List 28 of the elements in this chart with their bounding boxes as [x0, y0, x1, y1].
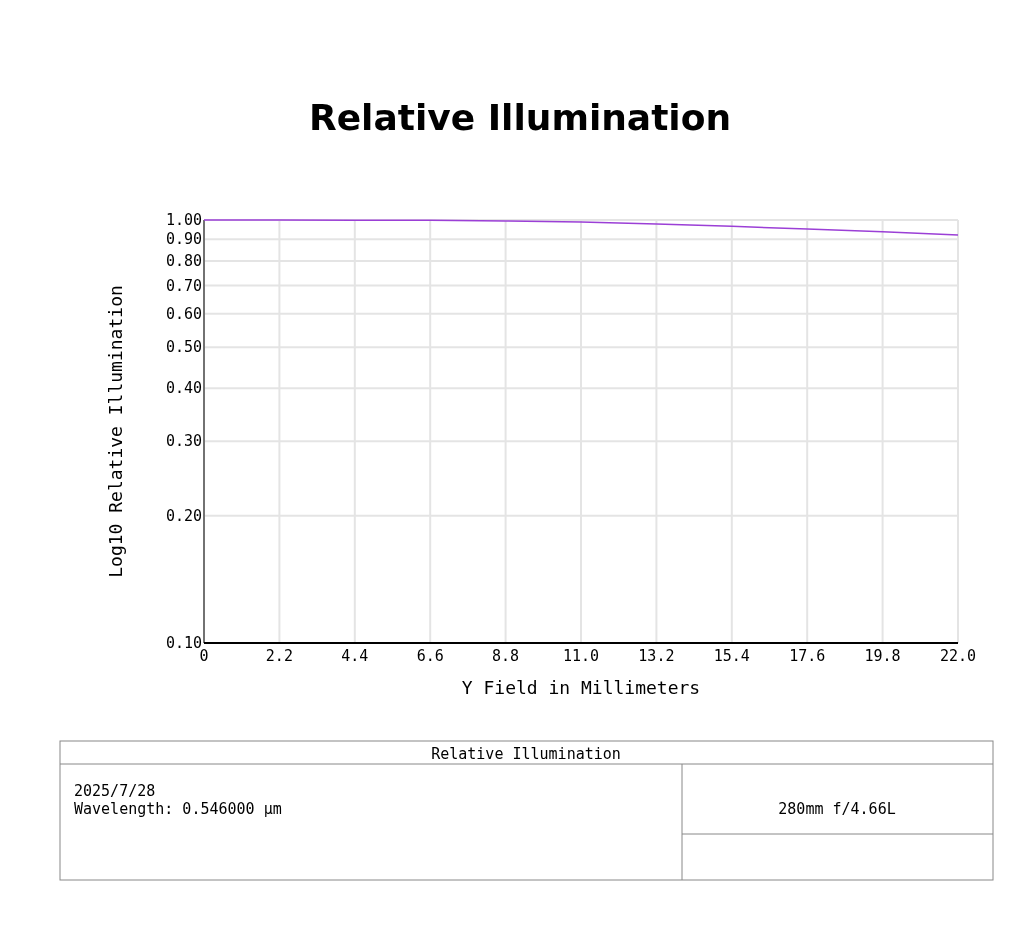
- x-tick-label: 22.0: [939, 647, 977, 665]
- x-tick-label: 15.4: [713, 647, 750, 665]
- text: 2025/7/28: [74, 782, 156, 800]
- y-tick-label: 0.10: [165, 634, 202, 652]
- text: Wavelength: 0.546000 µm: [74, 800, 282, 818]
- y-tick-label: 0.60: [165, 304, 202, 323]
- y-tick-label: 0.30: [165, 432, 202, 451]
- x-tick-label: 19.8: [864, 647, 901, 665]
- y-tick-label: 0.90: [165, 230, 202, 249]
- x-tick-label: 13.2: [638, 647, 675, 665]
- y-tick-label: 0.80: [165, 251, 202, 270]
- y-tick-label: 0.40: [165, 379, 202, 398]
- text: Relative Illumination: [431, 745, 621, 763]
- x-tick-label: 11.0: [562, 647, 600, 665]
- y-tick-label: 0.20: [165, 506, 202, 525]
- chart-title: Relative Illumination: [308, 97, 732, 138]
- y-tick-label: 0.70: [165, 276, 202, 295]
- x-tick-label: 0: [199, 647, 209, 665]
- y-axis-title: Log10 Relative Illumination: [105, 285, 126, 578]
- y-tick-label: 0.50: [165, 338, 202, 357]
- x-tick-label: 2.2: [265, 647, 293, 665]
- x-tick-label: 4.4: [341, 647, 369, 665]
- x-tick-label: 8.8: [492, 647, 520, 665]
- x-tick-label: 17.6: [789, 647, 826, 665]
- y-tick-label: 1.00: [165, 211, 202, 229]
- x-tick-label: 6.6: [416, 647, 444, 665]
- x-axis-title: Y Field in Millimeters: [461, 677, 701, 698]
- text: 280mm f/4.66L: [778, 800, 896, 818]
